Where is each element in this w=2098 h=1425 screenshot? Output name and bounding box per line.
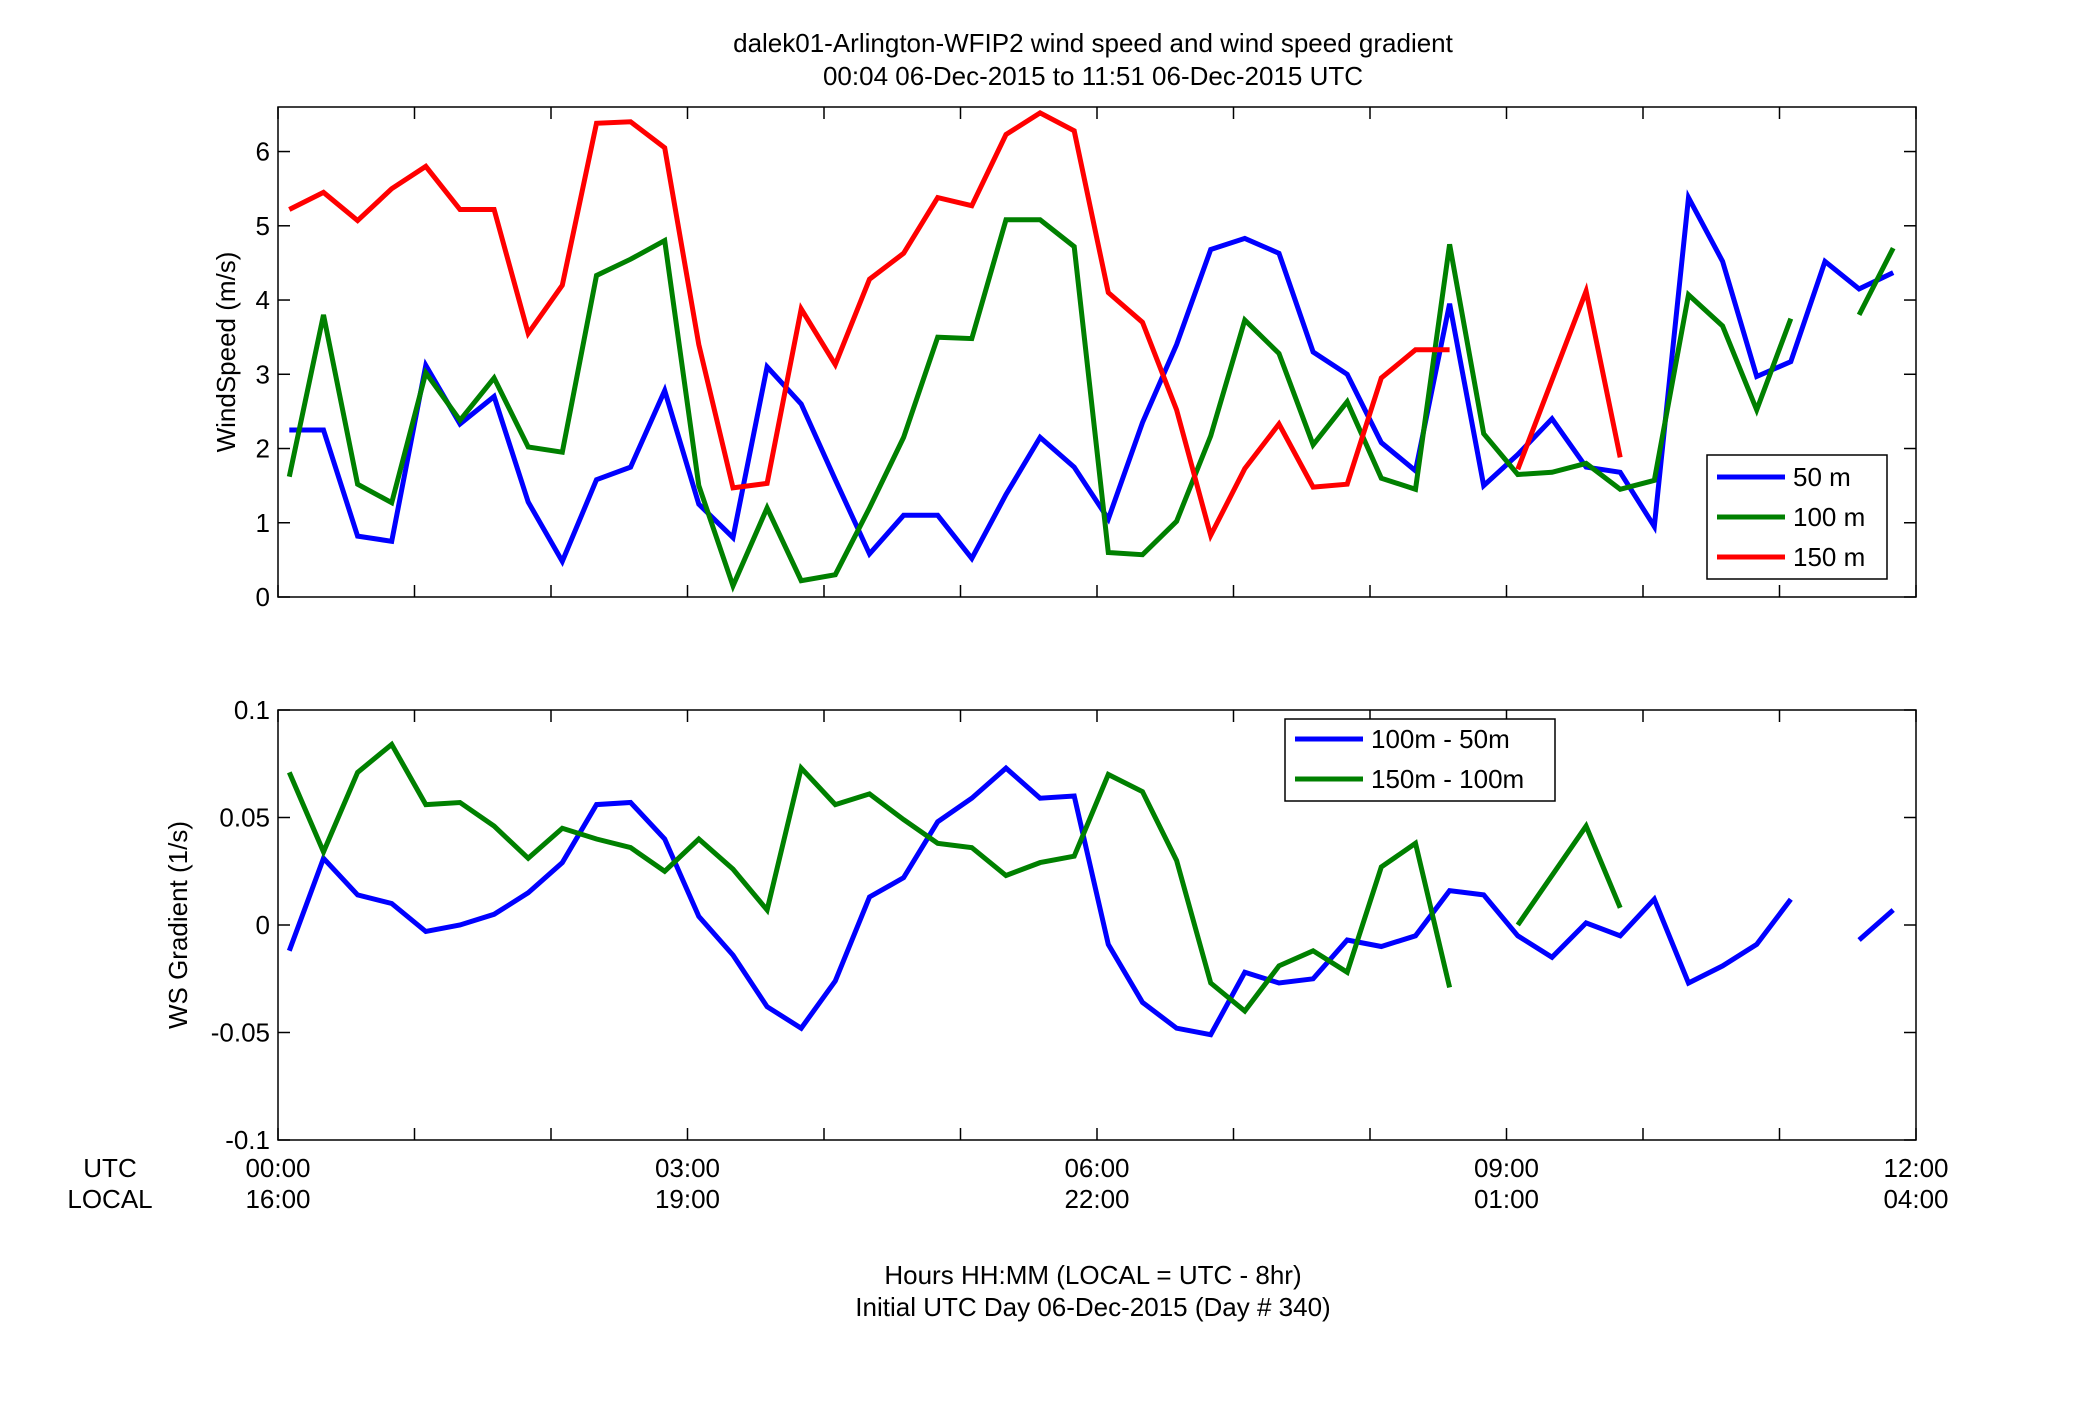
gradient-panel: -0.1 -0.05 0 0.05 0.1 WS Gradient (1/s) 100m…: [163, 695, 1917, 1155]
x-tick-label-local: 04:00: [1883, 1184, 1948, 1214]
x-tick-label-utc: 00:00: [245, 1153, 310, 1183]
gradient-legend: 100m - 50m 150m - 100m: [1284, 718, 1556, 802]
gradient-y-label: WS Gradient (1/s): [163, 821, 193, 1029]
windspeed-y-ticks: 0 1 2 3 4 5 6: [256, 137, 1916, 612]
windspeed-y-tick-label: 2: [256, 434, 270, 464]
windspeed-series-line: [1856, 246, 1896, 317]
x-row-label-local: LOCAL: [67, 1184, 152, 1214]
windspeed-series-line: [289, 189, 1895, 568]
gradient-y-tick-label: -0.05: [211, 1018, 270, 1048]
windspeed-y-tick-label: 4: [256, 285, 270, 315]
legend-label-150m-100m: 150m - 100m: [1371, 764, 1524, 794]
gradient-x-ticks: [277, 710, 1917, 1140]
gradient-series-line: [1515, 820, 1623, 927]
windspeed-series-line: [286, 217, 1794, 593]
chart-subtitle: 00:04 06-Dec-2015 to 11:51 06-Dec-2015 U…: [823, 61, 1363, 91]
windspeed-y-tick-label: 0: [256, 582, 270, 612]
x-tick-label-utc: 06:00: [1064, 1153, 1129, 1183]
gradient-y-tick-label: 0.05: [219, 803, 270, 833]
windspeed-series-line: [1515, 282, 1623, 471]
legend-label-100m: 100 m: [1793, 502, 1865, 532]
legend-label-150m: 150 m: [1793, 542, 1865, 572]
gradient-y-ticks: -0.1 -0.05 0 0.05 0.1: [211, 695, 1916, 1155]
chart-title: dalek01-Arlington-WFIP2 wind speed and w…: [733, 28, 1454, 58]
windspeed-y-tick-label: 5: [256, 211, 270, 241]
windspeed-x-ticks: [277, 107, 1917, 597]
gradient-y-tick-label: 0: [256, 910, 270, 940]
gradient-legend-box: [1284, 718, 1556, 802]
windspeed-y-tick-label: 6: [256, 137, 270, 167]
x-axis-label-2: Initial UTC Day 06-Dec-2015 (Day # 340): [855, 1292, 1330, 1322]
x-tick-label-local: 16:00: [245, 1184, 310, 1214]
x-axis-label: Hours HH:MM (LOCAL = UTC - 8hr): [884, 1260, 1301, 1290]
windspeed-y-tick-label: 1: [256, 508, 270, 538]
gradient-series-line: [287, 740, 1453, 1015]
windspeed-panel: 0 1 2 3 4 5 6 WindSpeed (m/s) 50 m 100 m 150 m: [211, 106, 1917, 612]
x-row-label-utc: UTC: [83, 1153, 136, 1183]
x-tick-label-utc: 12:00: [1883, 1153, 1948, 1183]
windspeed-y-label: WindSpeed (m/s): [211, 252, 241, 453]
legend-label-50m: 50 m: [1793, 462, 1851, 492]
gradient-series-lines: [286, 740, 1895, 1038]
x-tick-label-utc: 03:00: [655, 1153, 720, 1183]
windspeed-legend: 50 m 100 m 150 m: [1706, 454, 1888, 580]
x-tick-label-local: 19:00: [655, 1184, 720, 1214]
gradient-series-line: [286, 764, 1793, 1038]
gradient-y-tick-label: 0.1: [234, 695, 270, 725]
gradient-series-line: [1857, 908, 1895, 942]
windspeed-series-lines: [286, 110, 1896, 593]
gradient-axes-box: [277, 709, 1917, 1141]
gradient-y-tick-label: -0.1: [225, 1125, 270, 1155]
x-tick-label-local: 01:00: [1474, 1184, 1539, 1214]
windspeed-y-tick-label: 3: [256, 359, 270, 389]
windspeed-series-line: [288, 110, 1450, 543]
x-tick-label-local: 22:00: [1064, 1184, 1129, 1214]
legend-label-100m-50m: 100m - 50m: [1371, 724, 1510, 754]
x-tick-label-utc: 09:00: [1474, 1153, 1539, 1183]
